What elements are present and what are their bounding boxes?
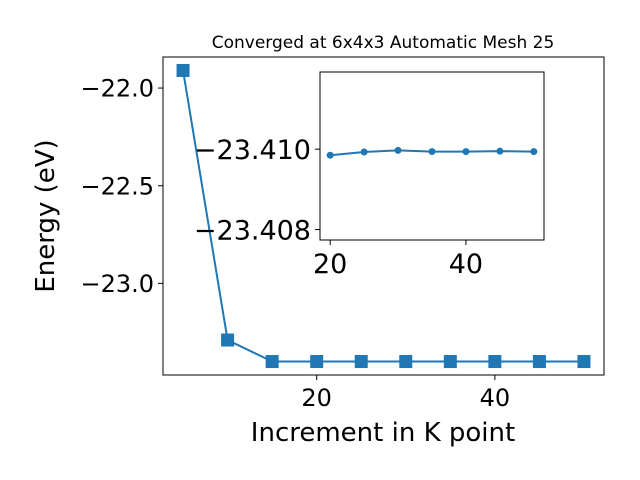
inset-y-tick-label: −23.410 [194, 135, 311, 166]
main-x-tick-label: 40 [480, 384, 511, 412]
main-y-tick-label: −22.5 [80, 172, 154, 200]
main-data-point [532, 355, 546, 369]
main-data-point [354, 355, 368, 369]
main-axes: 20 40 −22.0 −22.5 −23.0 [80, 56, 605, 412]
main-data-point [399, 355, 413, 369]
inset-data-point [326, 151, 334, 159]
inset-x-tick-label: 20 [313, 249, 347, 280]
main-plot-frame [162, 56, 605, 376]
main-data-point [488, 355, 502, 369]
inset-data-point [530, 148, 538, 156]
inset-x-tick-label: 40 [449, 249, 483, 280]
main-data-point [577, 355, 591, 369]
inset-data-point [394, 146, 402, 154]
main-y-tick-label: −23.0 [80, 270, 154, 298]
x-axis-label: Increment in K point [251, 418, 515, 448]
main-data-point [265, 355, 279, 369]
inset-y-tick-label: −23.408 [194, 215, 311, 246]
inset-background [320, 72, 544, 240]
inset-plot-frame [319, 71, 545, 241]
inset-data-point [462, 148, 470, 156]
main-series-line [182, 70, 584, 363]
inset-data-point [496, 147, 504, 155]
y-axis-label: Energy (eV) [31, 139, 61, 292]
main-data-point [310, 355, 324, 369]
inset-axes: 20 40 −23.410 −23.408 [194, 71, 545, 280]
inset-data-point [428, 148, 436, 156]
main-x-tick-label: 20 [301, 384, 332, 412]
main-data-point [443, 355, 457, 369]
main-data-point [176, 63, 190, 77]
main-data-point [221, 333, 235, 347]
inset-data-point [360, 148, 368, 156]
main-y-tick-label: −22.0 [80, 75, 154, 103]
chart-title: Converged at 6x4x3 Automatic Mesh 25 [212, 33, 555, 53]
